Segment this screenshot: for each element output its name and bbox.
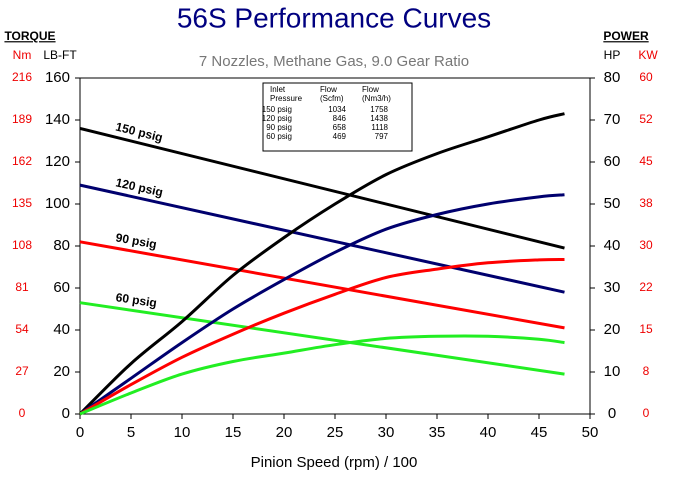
y2-tick-label: 0: [608, 405, 616, 422]
right-unit-kw: KW: [638, 48, 658, 62]
y-tick-label: 120: [45, 153, 70, 170]
y2-tick-label: 30: [604, 279, 621, 296]
nm-tick-label: 189: [12, 112, 32, 126]
x-tick-label: 0: [76, 424, 84, 441]
y2-tick-label: 40: [604, 237, 621, 254]
kw-tick-label: 8: [643, 364, 650, 378]
y2-tick-label: 60: [604, 153, 621, 170]
y-tick-label: 0: [62, 405, 70, 422]
series-line: [79, 334, 565, 416]
right-header: POWER: [603, 29, 649, 43]
kw-tick-label: 0: [643, 406, 650, 420]
kw-tick-label: 52: [639, 112, 653, 126]
flow-table-header: (Nm3/h): [362, 94, 391, 103]
nm-tick-label: 216: [12, 70, 32, 84]
series-line: [79, 301, 565, 376]
x-tick-label: 40: [480, 424, 497, 441]
nm-tick-label: 81: [15, 280, 29, 294]
y-tick-label: 140: [45, 111, 70, 128]
kw-tick-label: 45: [639, 154, 653, 168]
y-tick-label: 80: [53, 237, 70, 254]
flow-table-header: Flow: [362, 85, 379, 94]
flow-table-cell: 1118: [371, 123, 388, 132]
nm-tick-label: 27: [15, 364, 29, 378]
flow-table-cell: 60 psig: [266, 132, 292, 141]
flow-table-box: [262, 82, 413, 152]
nm-tick-label: 0: [19, 406, 26, 420]
flow-table-header: Inlet: [270, 85, 286, 94]
left-header: TORQUE: [4, 29, 55, 43]
flow-table-cell: 469: [333, 132, 347, 141]
y2-tick-label: 20: [604, 321, 621, 338]
x-tick-label: 35: [429, 424, 446, 441]
series-line: [79, 193, 565, 416]
x-tick-label: 15: [225, 424, 242, 441]
left-unit-lbft: LB-FT: [43, 48, 77, 62]
flow-table-header: (Scfm): [320, 94, 344, 103]
flow-table-cell: 797: [375, 132, 389, 141]
kw-tick-label: 60: [639, 70, 653, 84]
nm-tick-label: 54: [15, 322, 29, 336]
series-line: [79, 240, 565, 330]
flow-table-header: Flow: [320, 85, 337, 94]
y2-tick-label: 70: [604, 111, 621, 128]
flow-table-cell: 1758: [370, 105, 388, 114]
flow-table-cell: 90 psig: [266, 123, 292, 132]
series-label: 150 psig: [114, 120, 164, 145]
chart-subtitle: 7 Nozzles, Methane Gas, 9.0 Gear Ratio: [199, 53, 469, 70]
y-tick-label: 20: [53, 363, 70, 380]
flow-table-cell: 120 psig: [262, 114, 292, 123]
kw-tick-label: 38: [639, 196, 653, 210]
x-tick-label: 25: [327, 424, 344, 441]
x-tick-label: 5: [127, 424, 135, 441]
series-line: [79, 183, 565, 294]
left-unit-nm: Nm: [13, 48, 32, 62]
right-unit-hp: HP: [604, 48, 621, 62]
y2-tick-label: 50: [604, 195, 621, 212]
x-tick-label: 10: [174, 424, 191, 441]
y-tick-label: 160: [45, 69, 70, 86]
kw-tick-label: 22: [639, 280, 653, 294]
y2-tick-label: 80: [604, 69, 621, 86]
series-label: 60 psig: [115, 290, 158, 310]
y2-tick-label: 10: [604, 363, 621, 380]
flow-table-cell: 150 psig: [262, 105, 292, 114]
series-line: [79, 257, 565, 416]
flow-table-cell: 658: [333, 123, 347, 132]
flow-table-header: Pressure: [270, 94, 303, 103]
y-tick-label: 100: [45, 195, 70, 212]
flow-table-cell: 846: [333, 114, 347, 123]
x-axis-label: Pinion Speed (rpm) / 100: [251, 454, 418, 471]
chart-title: 56S Performance Curves: [177, 2, 491, 33]
nm-tick-label: 135: [12, 196, 32, 210]
y-tick-label: 40: [53, 321, 70, 338]
nm-tick-label: 108: [12, 238, 32, 252]
x-tick-label: 20: [276, 424, 293, 441]
series-line: [79, 126, 565, 250]
nm-tick-label: 162: [12, 154, 32, 168]
series-line: [78, 112, 565, 416]
x-tick-label: 50: [582, 424, 599, 441]
kw-tick-label: 30: [639, 238, 653, 252]
kw-tick-label: 15: [639, 322, 653, 336]
x-tick-label: 45: [531, 424, 548, 441]
flow-table-cell: 1438: [370, 114, 388, 123]
x-tick-label: 30: [378, 424, 395, 441]
flow-table-cell: 1034: [328, 105, 346, 114]
y-tick-label: 60: [53, 279, 70, 296]
